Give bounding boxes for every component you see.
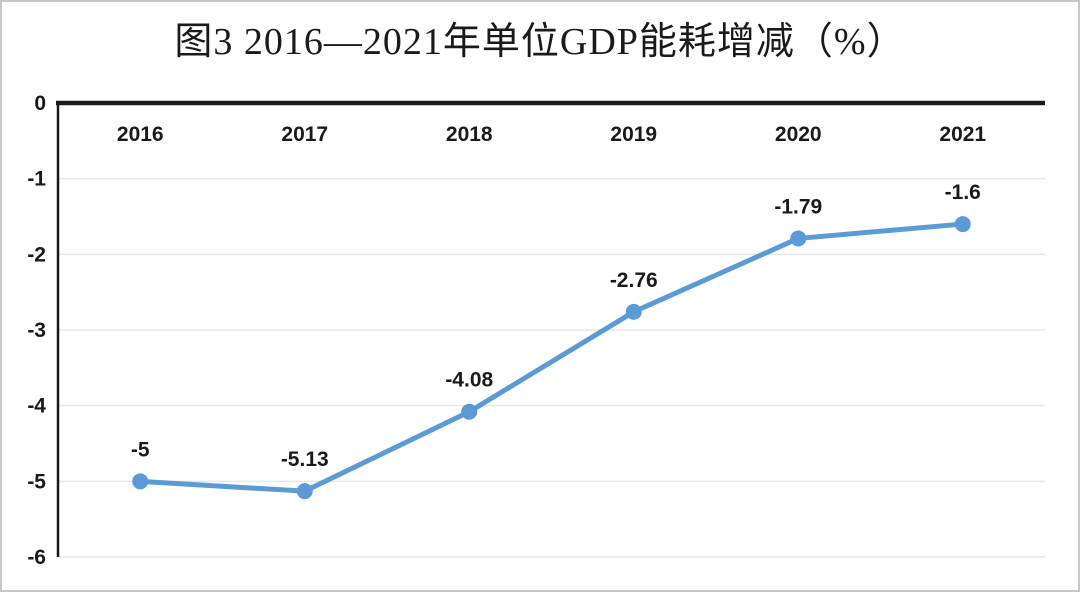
y-tick-label: 0 [34,92,46,115]
y-tick-label: -5 [27,470,46,493]
y-tick-label: -1 [27,168,46,191]
data-point-marker [296,483,313,500]
y-tick-label: -6 [27,546,46,569]
data-label: -1.6 [945,181,981,204]
x-tick-label: 2020 [775,123,822,146]
x-tick-label: 2019 [610,123,657,146]
x-tick-label: 2016 [117,123,164,146]
data-label: -2.76 [610,269,658,292]
data-point-marker [790,230,807,247]
y-tick-label: -3 [27,319,46,342]
data-label: -1.79 [774,195,822,218]
data-point-marker [954,216,971,233]
data-point-marker [461,403,478,420]
data-line [137,221,966,494]
data-label: -5.13 [281,448,329,471]
data-label: -4.08 [445,369,493,392]
chart-title: 图3 2016—2021年单位GDP能耗增减（%） [174,21,906,63]
x-tick-label: 2021 [939,123,986,146]
data-point-marker [625,303,642,320]
data-point-marker [132,473,149,490]
x-tick-label: 2018 [446,123,493,146]
y-tick-label: -2 [27,243,46,266]
y-tick-label: -4 [27,395,46,418]
data-label: -5 [131,438,150,461]
x-tick-label: 2017 [281,123,328,146]
